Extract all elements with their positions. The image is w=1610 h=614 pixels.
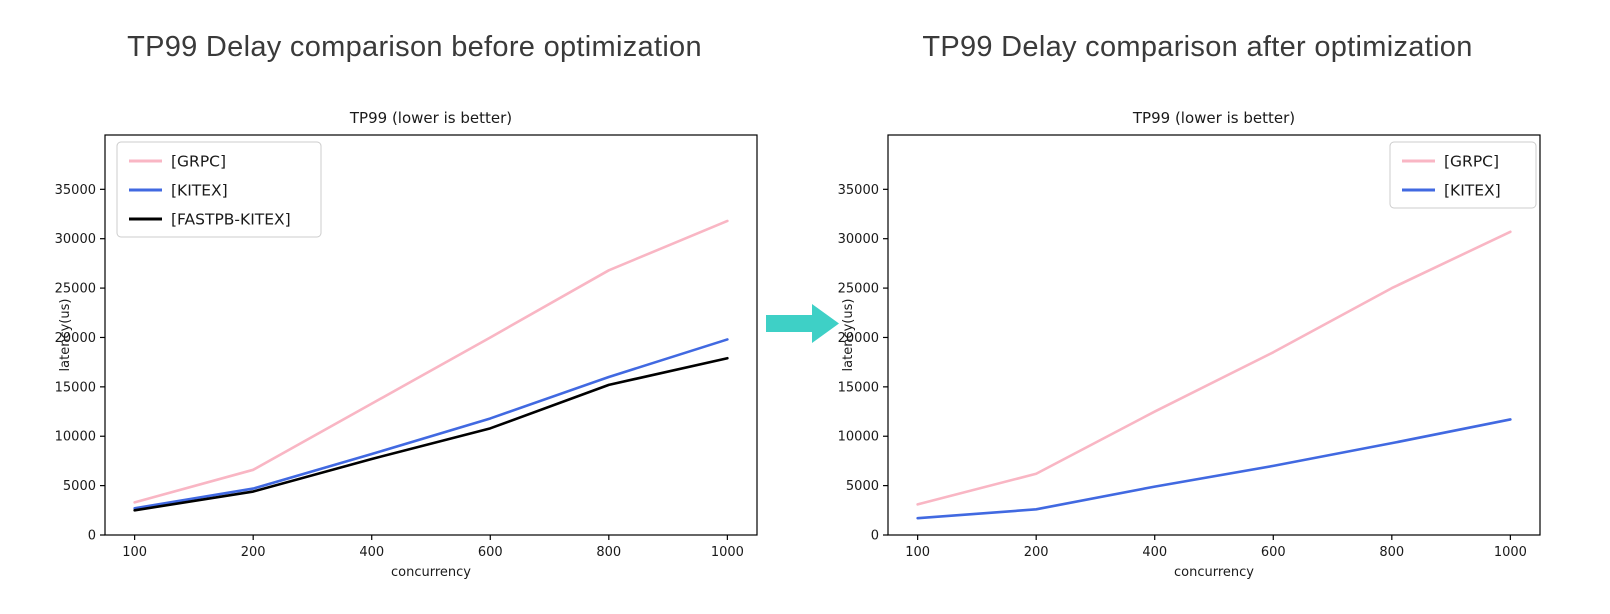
chart-before: TP99 (lower is better) 0 5000 10000 15000 200… xyxy=(55,109,758,580)
legend-box xyxy=(116,141,322,238)
line-chart-before: TP99 (lower is better) 0 5000 10000 15000 200… xyxy=(55,95,770,595)
series-line-grpc xyxy=(133,219,729,504)
axes-frame xyxy=(887,134,1541,536)
chart-heading-before: TP99 Delay comparison before optimizatio… xyxy=(127,31,702,63)
x-tick-label: 200 xyxy=(1024,545,1049,560)
right-arrow-icon xyxy=(766,304,839,343)
y-tick-label: 25000 xyxy=(55,282,96,297)
x-axis-label: concurrency xyxy=(391,565,471,580)
chart-heading-after: TP99 Delay comparison after optimization xyxy=(922,31,1473,63)
y-tick-label: 20000 xyxy=(838,331,879,346)
x-tick-label: 600 xyxy=(478,545,503,560)
legend-label: [GRPC] xyxy=(1444,153,1499,171)
x-tick-label: 400 xyxy=(1142,545,1167,560)
x-tick-label: 200 xyxy=(241,545,266,560)
legend-label: [KITEX] xyxy=(1444,182,1501,200)
y-tick-label: 30000 xyxy=(838,232,879,247)
axes-frame xyxy=(104,134,758,536)
y-axis-label: latency(us) xyxy=(58,299,73,372)
legend-label: [FASTPB-KITEX] xyxy=(171,211,291,229)
y-tick-label: 10000 xyxy=(838,430,879,445)
x-axis-label: concurrency xyxy=(1174,565,1254,580)
y-tick-label: 20000 xyxy=(55,331,96,346)
y-tick-label: 0 xyxy=(871,529,879,544)
line-chart-after-canvas: TP99 (lower is better) 0 5000 10000 15000 200… xyxy=(838,109,1541,580)
chart-after: TP99 (lower is better) 0 5000 10000 15000 200… xyxy=(838,109,1541,580)
x-tick-label: 800 xyxy=(596,545,621,560)
x-tick-label: 800 xyxy=(1379,545,1404,560)
y-tick-label: 30000 xyxy=(55,232,96,247)
legend-label: [GRPC] xyxy=(171,153,226,171)
chart-title: TP99 (lower is better) xyxy=(349,109,512,127)
y-tick-label: 35000 xyxy=(838,183,879,198)
x-tick-label: 400 xyxy=(359,545,384,560)
y-axis-label: latency(us) xyxy=(841,299,856,372)
series-line-kitex xyxy=(916,418,1512,520)
right-arrow-shape xyxy=(766,304,839,343)
legend: [GRPC] [KITEX] [FASTPB-KITEX] xyxy=(116,141,322,238)
y-tick-label: 15000 xyxy=(55,380,96,395)
y-tick-label: 25000 xyxy=(838,282,879,297)
x-tick-label: 100 xyxy=(122,545,147,560)
x-tick-label: 1000 xyxy=(711,545,744,560)
line-chart-before-canvas: TP99 (lower is better) 0 5000 10000 15000 200… xyxy=(55,109,758,580)
line-chart-after: TP99 (lower is better) 0 5000 10000 15000 200… xyxy=(838,95,1553,595)
series-line-fastpb-kitex xyxy=(133,356,729,512)
legend: [GRPC] [KITEX] xyxy=(1389,141,1537,209)
y-tick-label: 5000 xyxy=(846,479,879,494)
series-line-kitex xyxy=(133,338,729,510)
x-tick-label: 600 xyxy=(1261,545,1286,560)
y-tick-label: 0 xyxy=(88,529,96,544)
legend-label: [KITEX] xyxy=(171,182,228,200)
y-tick-label: 35000 xyxy=(55,183,96,198)
x-tick-label: 1000 xyxy=(1494,545,1527,560)
y-tick-label: 10000 xyxy=(55,430,96,445)
series-line-grpc xyxy=(916,230,1512,506)
y-tick-label: 5000 xyxy=(63,479,96,494)
x-tick-label: 100 xyxy=(905,545,930,560)
y-tick-label: 15000 xyxy=(838,380,879,395)
chart-title: TP99 (lower is better) xyxy=(1132,109,1295,127)
transition-arrow xyxy=(766,302,840,346)
